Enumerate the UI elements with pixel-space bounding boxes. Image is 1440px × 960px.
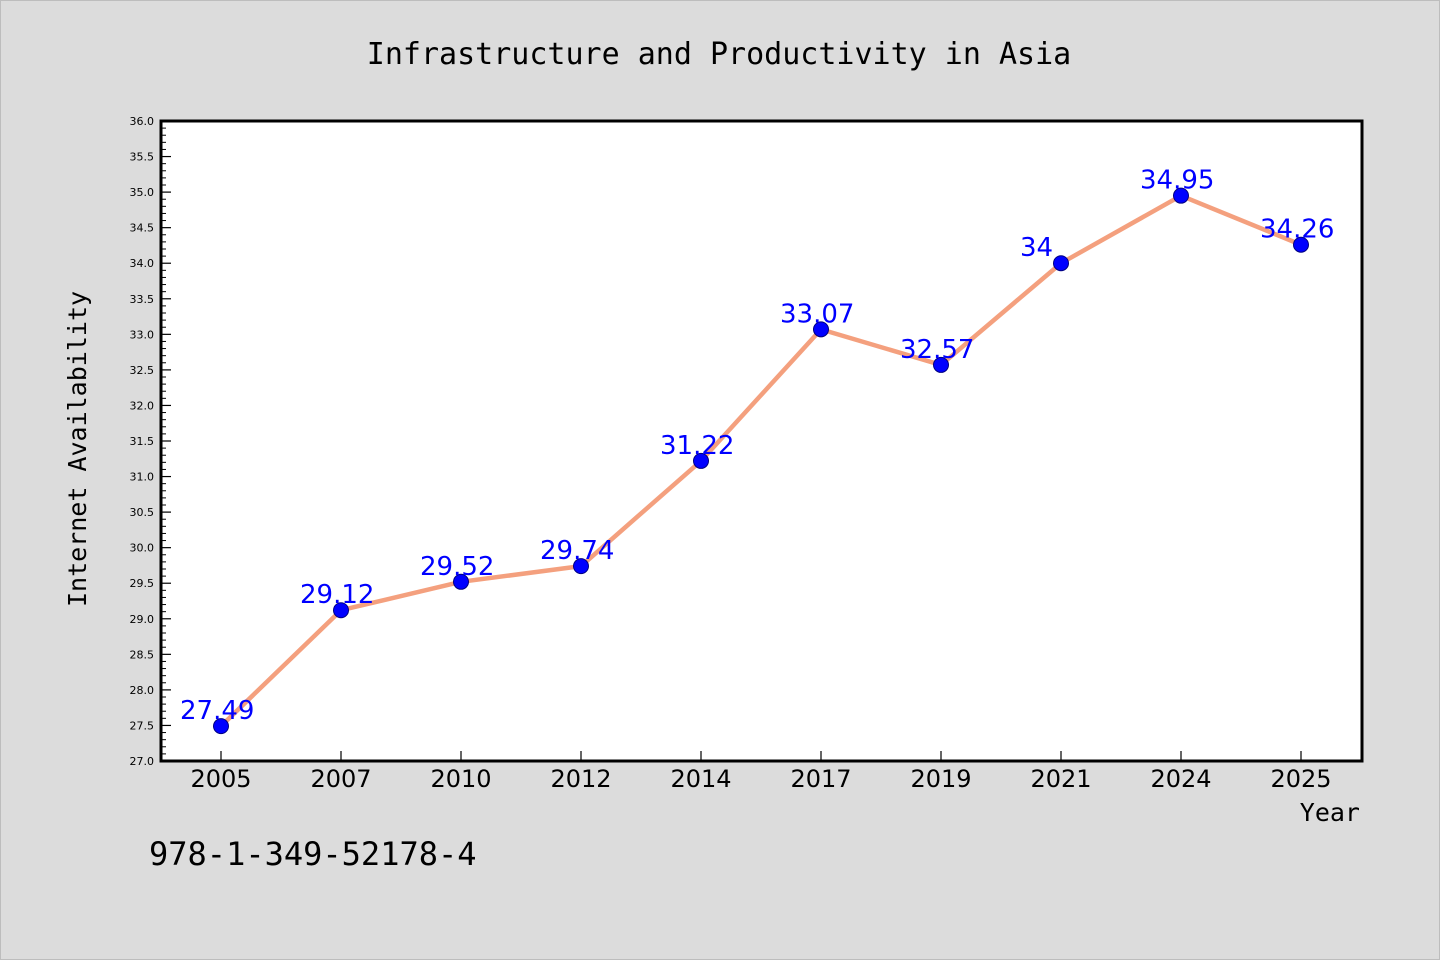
data-labels-layer: 27.49 29.12 29.52 29.74 31.22 33.07 32.57 34 34.… — [180, 166, 1334, 726]
chart-title: Infrastructure and Productivity in Asia — [367, 37, 1071, 72]
data-point — [1293, 236, 1309, 253]
x-tick-label: 2010 — [430, 765, 491, 793]
data-point — [453, 573, 469, 590]
data-point — [333, 602, 349, 619]
data-label: 34.26 — [1260, 215, 1334, 245]
plot-area — [161, 121, 1362, 761]
data-label: 29.74 — [540, 536, 614, 566]
data-point — [813, 321, 829, 338]
x-tick-label: 2005 — [190, 765, 251, 793]
y-tick-label: 30.5 — [130, 506, 155, 519]
x-tick-label: 2019 — [910, 765, 971, 793]
x-tick-label: 2017 — [790, 765, 851, 793]
y-tick-label: 29.5 — [130, 577, 155, 590]
y-tick-label: 32.5 — [130, 364, 155, 377]
y-tick-label: 27.0 — [130, 755, 155, 768]
data-label: 32.57 — [900, 335, 974, 365]
x-axis-ticks: 2005 2007 2010 2012 2014 2017 2019 2021 2024 2025 — [190, 751, 1332, 793]
y-tick-label: 32.0 — [130, 399, 155, 412]
series-layer — [213, 187, 1309, 735]
y-tick-label: 35.0 — [130, 186, 155, 199]
y-axis-label: Internet Availability — [63, 291, 92, 607]
y-axis-ticks: 27.0 27.5 28.0 28.5 29.0 29.5 30.0 30.5 31.0 31.5… — [130, 115, 171, 768]
y-tick-label: 33.0 — [130, 328, 155, 341]
data-point — [1053, 255, 1069, 272]
x-tick-label: 2007 — [310, 765, 371, 793]
data-point — [933, 356, 949, 373]
data-label: 29.52 — [420, 552, 494, 582]
series-line — [218, 193, 1304, 729]
y-tick-label: 30.0 — [130, 542, 155, 555]
y-tick-label: 28.5 — [130, 648, 155, 661]
data-label: 34 — [1020, 233, 1053, 263]
y-tick-label: 27.5 — [130, 719, 155, 732]
y-tick-label: 31.0 — [130, 471, 155, 484]
x-axis-label: Year — [1300, 798, 1360, 827]
y-tick-label: 29.0 — [130, 613, 155, 626]
y-tick-label: 28.0 — [130, 684, 155, 697]
y-tick-label: 33.5 — [130, 293, 155, 306]
y-tick-label: 34.0 — [130, 257, 155, 270]
y-tick-label: 34.5 — [130, 222, 155, 235]
x-tick-label: 2014 — [670, 765, 731, 793]
data-point — [693, 452, 709, 469]
y-tick-label: 35.5 — [130, 151, 155, 164]
data-label: 34.95 — [1140, 166, 1214, 196]
plot-frame — [159, 119, 1364, 763]
data-label: 33.07 — [780, 299, 854, 329]
data-label: 27.49 — [180, 696, 254, 726]
y-tick-label: 36.0 — [130, 115, 155, 128]
x-tick-label: 2012 — [550, 765, 611, 793]
y-tick-label: 31.5 — [130, 435, 155, 448]
x-tick-label: 2025 — [1270, 765, 1331, 793]
x-tick-label: 2024 — [1150, 765, 1211, 793]
footnote-code: 978-1-349-52178-4 — [149, 835, 477, 873]
data-point — [573, 558, 589, 575]
data-label: 29.12 — [300, 580, 374, 610]
data-point — [1173, 187, 1189, 204]
data-point — [213, 718, 229, 735]
x-tick-label: 2021 — [1030, 765, 1091, 793]
data-label: 31.22 — [660, 431, 734, 461]
